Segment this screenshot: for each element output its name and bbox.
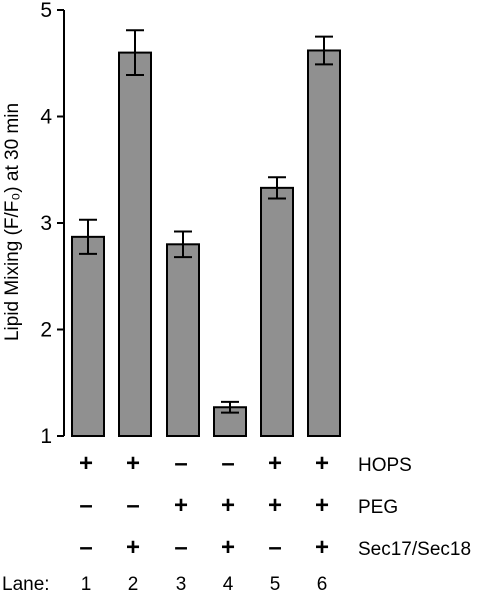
- bar-lane-1: [71, 235, 105, 437]
- condition-sign: +: [126, 534, 140, 561]
- bar-lane-2: [118, 51, 152, 437]
- condition-sign: +: [221, 534, 235, 561]
- y-tick-label: 2: [40, 319, 52, 342]
- condition-sign: –: [268, 534, 281, 561]
- condition-sign: –: [79, 534, 92, 561]
- condition-sign: –: [126, 492, 139, 519]
- y-tick-label: 1: [40, 425, 52, 448]
- condition-label-sec17-sec18: Sec17/Sec18: [358, 539, 471, 560]
- condition-sign: +: [221, 492, 235, 519]
- lane-number: 5: [270, 574, 281, 593]
- condition-sign: +: [268, 450, 282, 477]
- bar-lane-5: [260, 186, 294, 437]
- condition-sign: –: [79, 492, 92, 519]
- y-tick-label: 5: [40, 0, 52, 22]
- y-tick-label: 4: [40, 106, 52, 129]
- lane-number: 2: [128, 574, 139, 593]
- lane-number: 6: [317, 574, 328, 593]
- condition-sign: +: [126, 450, 140, 477]
- lane-number: 1: [81, 574, 92, 593]
- error-bars-group: [79, 29, 333, 414]
- y-axis-label: Lipid Mixing (F/F₀) at 30 min: [2, 103, 23, 341]
- bar-lane-6: [307, 49, 341, 437]
- lane-number: 4: [223, 574, 234, 593]
- y-tick-label: 3: [40, 212, 52, 235]
- lane-numbers-row: Lane: 1 2 3 4 5 6: [2, 574, 327, 593]
- condition-table: + + – – + + HOPS – – + + + + PEG – + – + – + Sec17/Sec18: [79, 450, 471, 561]
- lane-label: Lane:: [2, 574, 50, 593]
- bars-group: [71, 49, 341, 437]
- condition-sign: +: [315, 492, 329, 519]
- condition-label-peg: PEG: [358, 497, 398, 518]
- condition-sign: +: [79, 450, 93, 477]
- bar-lane-3: [166, 243, 200, 437]
- y-axis-ticks: 1 2 3 4 5: [40, 0, 64, 448]
- condition-sign: +: [268, 492, 282, 519]
- condition-sign: –: [174, 534, 187, 561]
- condition-sign: –: [174, 450, 187, 477]
- condition-label-hops: HOPS: [358, 455, 412, 476]
- condition-sign: –: [221, 450, 234, 477]
- condition-sign: +: [315, 450, 329, 477]
- condition-sign: +: [174, 492, 188, 519]
- condition-sign: +: [315, 534, 329, 561]
- lane-number: 3: [176, 574, 187, 593]
